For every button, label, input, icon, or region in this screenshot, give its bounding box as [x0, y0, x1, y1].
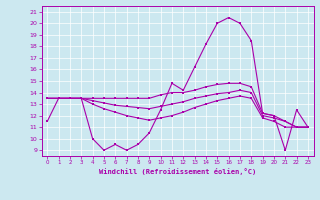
X-axis label: Windchill (Refroidissement éolien,°C): Windchill (Refroidissement éolien,°C)	[99, 168, 256, 175]
